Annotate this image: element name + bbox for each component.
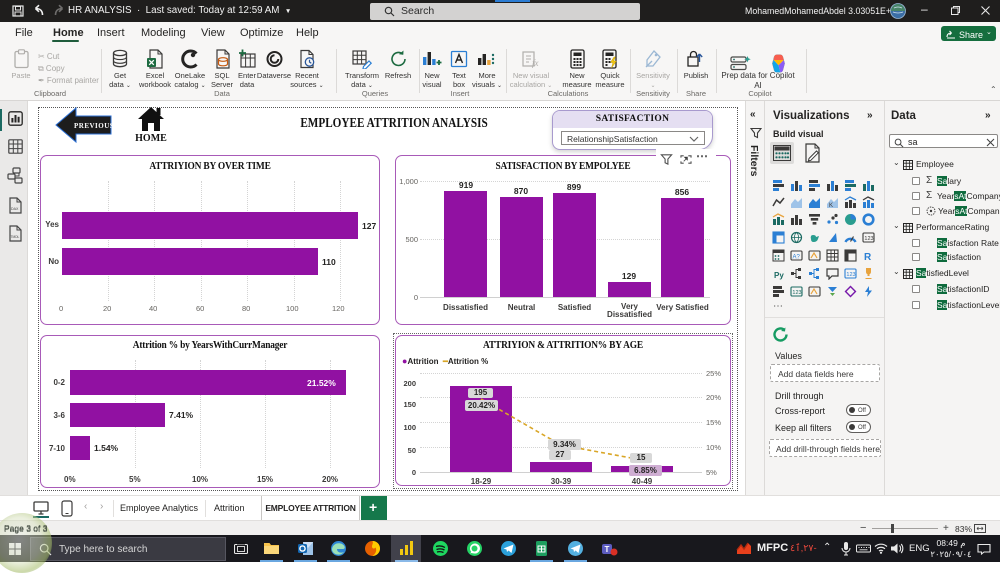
svg-text:TMDL: TMDL bbox=[11, 235, 20, 239]
svg-text:R: R bbox=[864, 252, 872, 262]
svg-text:T: T bbox=[605, 545, 610, 554]
svg-text:K: K bbox=[829, 203, 833, 209]
svg-text:Py: Py bbox=[774, 271, 784, 280]
svg-text:PREVIOUS: PREVIOUS bbox=[74, 122, 113, 130]
svg-text:DAX: DAX bbox=[11, 207, 19, 211]
svg-text:123: 123 bbox=[846, 272, 855, 278]
svg-text:fx: fx bbox=[532, 58, 539, 68]
svg-text:A?: A? bbox=[793, 255, 801, 261]
svg-text:123: 123 bbox=[792, 290, 801, 296]
svg-text:123: 123 bbox=[864, 236, 873, 242]
